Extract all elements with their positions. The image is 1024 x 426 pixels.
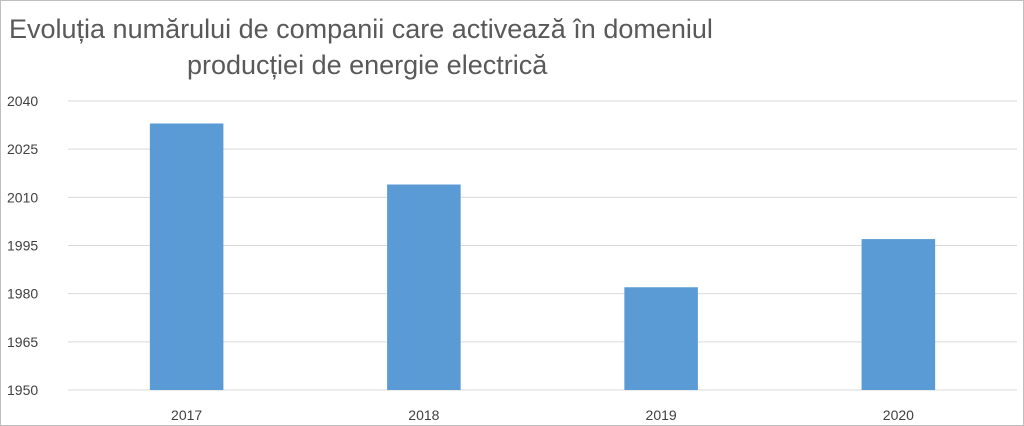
y-tick-label: 1995 (7, 238, 38, 254)
bar-2020 (861, 239, 936, 390)
x-tick-label: 2018 (408, 407, 439, 423)
bar-2017 (149, 123, 224, 390)
chart-title-line-1: Evoluția numărului de companii care acti… (9, 14, 713, 44)
bar-2019 (624, 287, 698, 390)
y-tick-label: 1965 (7, 334, 38, 350)
y-tick-label: 2010 (7, 189, 38, 205)
y-tick-label: 2040 (7, 93, 38, 109)
x-tick-label: 2017 (171, 407, 202, 423)
y-tick-label: 2025 (7, 141, 38, 157)
bar-2018 (387, 184, 461, 390)
x-tick-label: 2020 (883, 407, 914, 423)
y-tick-label: 1980 (7, 286, 38, 302)
y-tick-label: 1950 (7, 382, 38, 398)
x-tick-label: 2019 (646, 407, 677, 423)
chart-title: Evoluția numărului de companii care acti… (9, 11, 909, 83)
chart-title-line-2: producției de energie electrică (187, 50, 548, 80)
